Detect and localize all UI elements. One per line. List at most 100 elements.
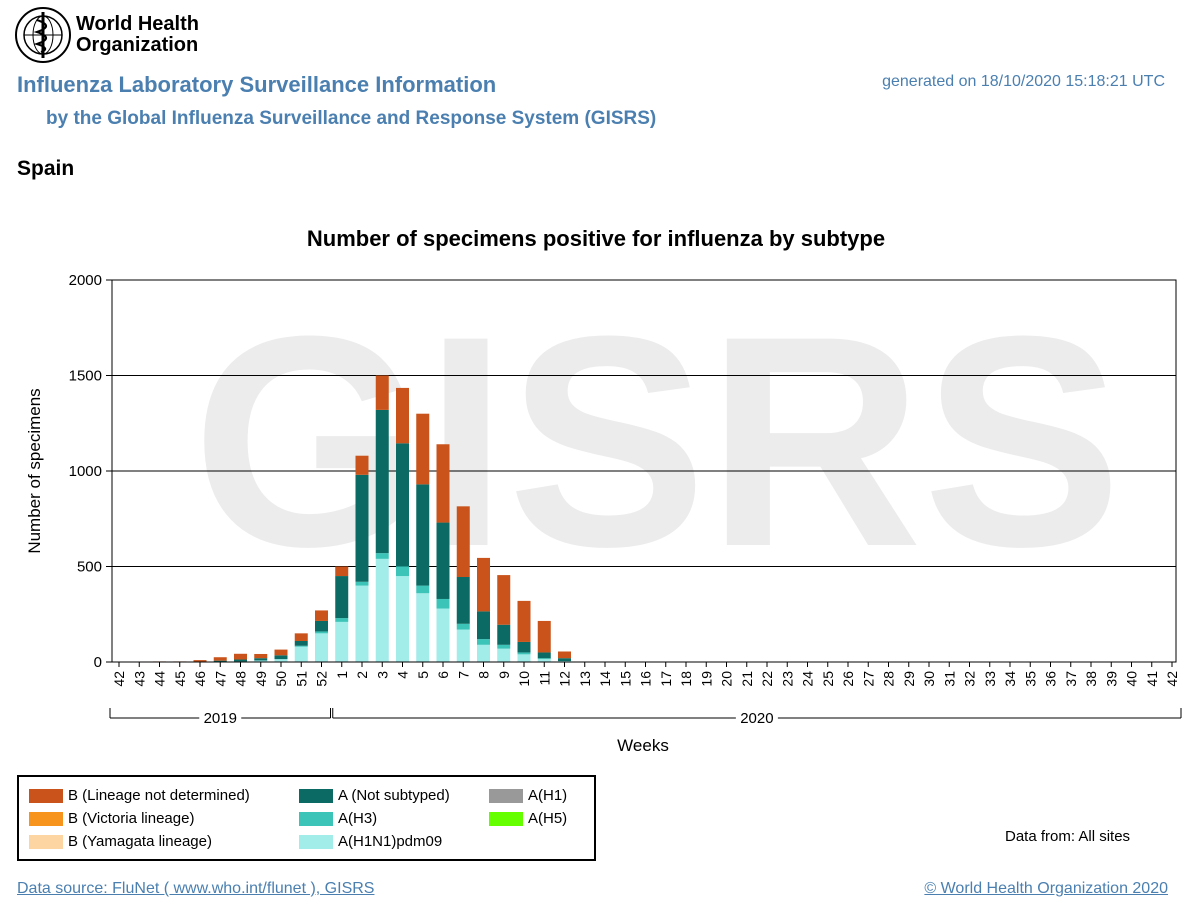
who-emblem-icon: [15, 7, 71, 63]
x-tick-label: 10: [516, 671, 532, 687]
bar-segment: [335, 618, 349, 622]
bar-segment: [517, 652, 531, 655]
bar-segment: [517, 600, 531, 642]
legend-label: B (Lineage not determined): [68, 787, 250, 804]
bar-segment: [213, 660, 227, 662]
country-name: Spain: [17, 157, 75, 180]
influenza-chart: GISRS Number of specimens positive for i…: [25, 226, 1182, 755]
bar-segment: [315, 633, 328, 662]
bar-segment: [294, 640, 308, 646]
copyright-link[interactable]: © World Health Organization 2020: [924, 880, 1168, 897]
year-label: 2020: [740, 710, 773, 727]
x-tick-label: 47: [212, 671, 228, 687]
x-tick-label: 36: [1043, 671, 1059, 687]
bar-segment: [294, 646, 308, 662]
bar-segment: [315, 631, 328, 634]
legend-swatch: [29, 811, 63, 826]
bar-segment: [537, 659, 551, 662]
bar-segment: [436, 444, 450, 523]
x-tick-label: 45: [172, 671, 188, 687]
legend-item: A (Not subtyped): [299, 787, 450, 804]
x-tick-label: 44: [152, 671, 168, 687]
bar-segment: [274, 659, 288, 662]
bar-segment: [537, 658, 551, 660]
x-tick-label: 2: [354, 671, 370, 679]
legend-label: A(H1): [528, 787, 568, 804]
x-tick-label: 52: [314, 671, 330, 687]
y-axis-ticks: 0 500 1000 1500 2000: [69, 272, 112, 671]
legend-swatch: [29, 834, 63, 849]
bar-segment: [416, 484, 430, 586]
x-tick-label: 21: [739, 671, 755, 687]
bar-segment: [558, 658, 571, 662]
legend-item: B (Lineage not determined): [29, 787, 250, 804]
bar-segment: [436, 598, 450, 609]
bar-segment: [456, 629, 470, 662]
y-tick-label: 1000: [69, 463, 102, 480]
x-tick-label: 8: [476, 671, 492, 679]
x-tick-label: 14: [597, 671, 613, 687]
year-label: 2019: [204, 710, 237, 727]
x-tick-label: 39: [1103, 671, 1119, 687]
legend-item: A(H5): [489, 810, 567, 827]
x-tick-label: 33: [982, 671, 998, 687]
legend-label: B (Yamagata lineage): [68, 833, 212, 850]
legend-swatch: [489, 788, 523, 803]
bar-segment: [254, 658, 268, 661]
x-tick-label: 41: [1144, 671, 1160, 687]
bar-segment: [477, 611, 490, 640]
page-subtitle: by the Global Influenza Surveillance and…: [46, 108, 657, 129]
bar-segment: [294, 633, 308, 641]
x-tick-label: 13: [577, 671, 593, 687]
bar-segment: [558, 651, 571, 659]
x-tick-label: 6: [435, 671, 451, 679]
who-logo: World Health Organization: [14, 6, 199, 64]
x-tick-label: 42: [111, 671, 127, 687]
legend-swatch: [299, 811, 333, 826]
data-source-link[interactable]: Data source: FluNet ( www.who.int/flunet…: [17, 880, 375, 897]
bar-segment: [517, 641, 531, 653]
x-tick-label: 42: [1164, 671, 1180, 687]
y-tick-label: 500: [77, 559, 102, 576]
x-tick-label: 46: [192, 671, 208, 687]
bar-segment: [416, 585, 430, 594]
x-tick-label: 25: [820, 671, 836, 687]
bar-segment: [416, 593, 430, 662]
bar-segment: [456, 506, 470, 578]
legend-item: A(H1): [489, 787, 567, 804]
x-tick-label: 35: [1022, 671, 1038, 687]
bar-segment: [497, 648, 511, 662]
legend-label: B (Victoria lineage): [68, 810, 195, 827]
legend-swatch: [29, 788, 63, 803]
watermark-text: GISRS: [192, 273, 1122, 609]
bar-segment: [497, 644, 511, 649]
x-tick-label: 34: [1002, 671, 1018, 687]
bar-segment: [335, 621, 349, 662]
x-tick-label: 48: [233, 671, 249, 687]
x-tick-label: 18: [678, 671, 694, 687]
x-tick-label: 4: [395, 671, 411, 679]
bar-segment: [477, 639, 490, 645]
legend-item: B (Yamagata lineage): [29, 833, 212, 850]
legend: B (Lineage not determined) B (Victoria l…: [17, 775, 596, 861]
legend-label: A (Not subtyped): [338, 787, 450, 804]
x-tick-label: 30: [921, 671, 937, 687]
legend-swatch: [489, 811, 523, 826]
bar-segment: [396, 576, 409, 662]
bar-segment: [254, 660, 268, 662]
bar-segment: [355, 585, 369, 662]
bar-segment: [416, 413, 430, 485]
bar-segment: [477, 557, 490, 612]
x-tick-label: 40: [1124, 671, 1140, 687]
data-from-note: Data from: All sites: [1005, 828, 1131, 845]
legend-item: A(H1N1)pdm09: [299, 833, 442, 850]
generated-timestamp: generated on 18/10/2020 15:18:21 UTC: [882, 73, 1165, 90]
bar-segment: [477, 644, 490, 662]
x-tick-label: 51: [293, 671, 309, 687]
bar-segment: [274, 649, 288, 656]
x-tick-label: 23: [779, 671, 795, 687]
legend-label: A(H5): [528, 810, 568, 827]
x-tick-label: 7: [455, 671, 471, 679]
x-tick-label: 12: [557, 671, 573, 687]
chart-title: Number of specimens positive for influen…: [307, 226, 885, 251]
